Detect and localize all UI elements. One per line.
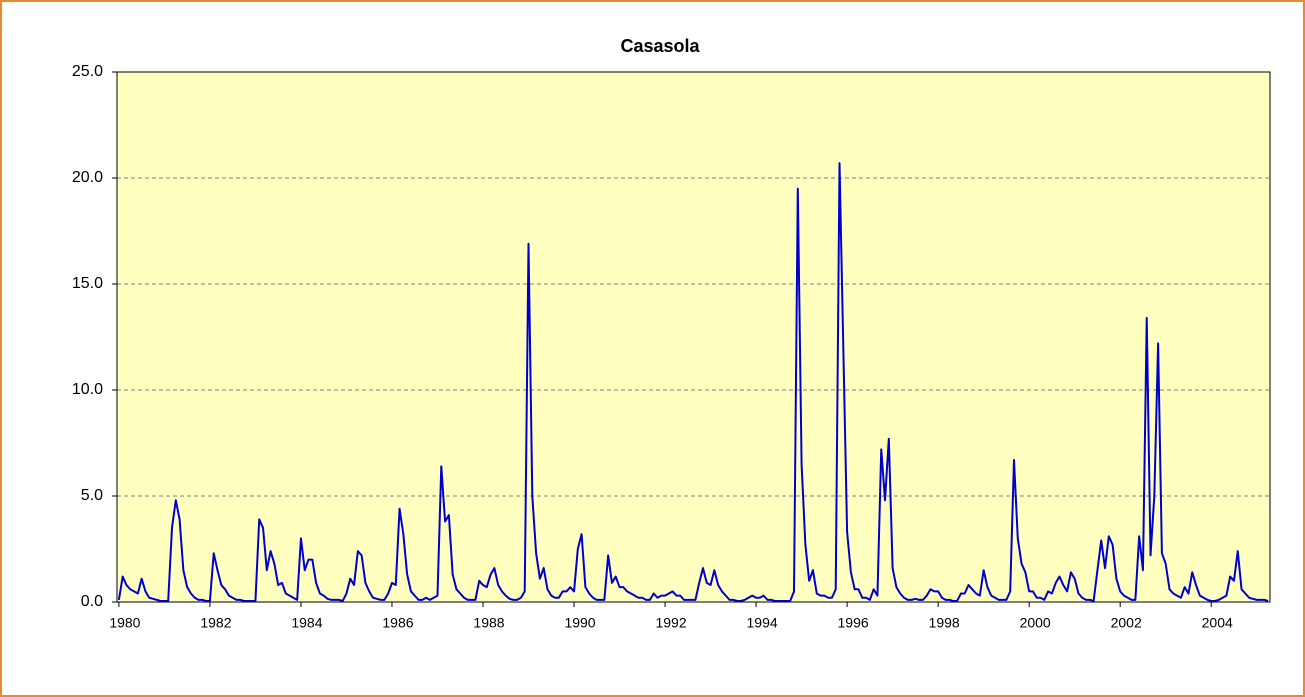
data-line [117, 162, 1269, 602]
y-tick-label: 0.0 [81, 593, 103, 610]
y-tick-label: 5.0 [81, 487, 103, 504]
y-tick-label: 10.0 [72, 381, 103, 398]
x-tick-label: 1982 [200, 615, 231, 631]
x-tick-label: 2004 [1202, 615, 1233, 631]
x-tick-label: 1996 [838, 615, 869, 631]
x-tick-label: 1990 [564, 615, 595, 631]
x-tick-label: 1984 [291, 615, 322, 631]
y-tick-label: 15.0 [72, 275, 103, 292]
plot-area [117, 72, 1270, 602]
chart-title: Casasola [620, 36, 700, 56]
y-tick-label: 20.0 [72, 169, 103, 186]
x-tick-label: 1988 [473, 615, 504, 631]
x-tick-label: 2000 [1020, 615, 1051, 631]
x-tick-label: 1980 [109, 615, 140, 631]
x-tick-label: 1986 [382, 615, 413, 631]
x-tick-label: 1998 [929, 615, 960, 631]
x-tick-label: 1994 [747, 615, 778, 631]
plot-border [116, 71, 1271, 603]
x-tick-label: 1992 [655, 615, 686, 631]
x-tick-label: 2002 [1111, 615, 1142, 631]
y-tick-label: 25.0 [72, 63, 103, 80]
